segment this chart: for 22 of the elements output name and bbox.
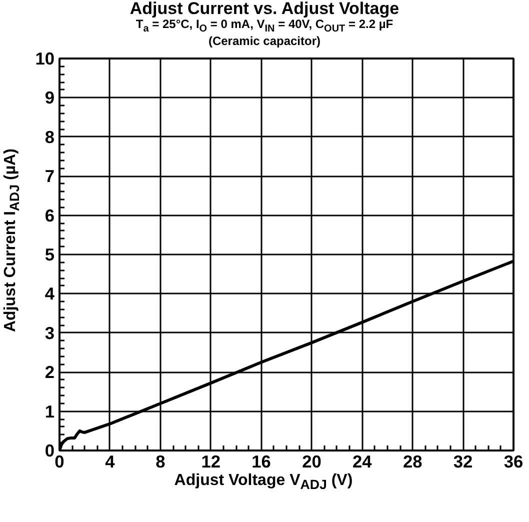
y-tick-label: 5 [44, 244, 55, 264]
x-tick-label: 8 [156, 452, 166, 472]
chart-title: Adjust Current vs. Adjust Voltage [128, 0, 400, 18]
y-tick-label: 1 [44, 401, 55, 422]
y-tick-label: 6 [44, 205, 55, 226]
y-tick-label: 2 [44, 362, 55, 382]
y-tick-label: 3 [44, 322, 55, 343]
x-axis-title: Adjust Voltage V$_{ADJ}$ (V) [173, 471, 354, 494]
y-tick-label: 10 [35, 48, 55, 68]
y-tick-label: 8 [44, 126, 55, 147]
x-tick-label: 4 [105, 452, 116, 472]
text: T$_{a}$ = 25°C, I$_{O}$ = 0 mA, V$_{IN}$ = 40V, C$_{OUT}$ = 2.2 µF (Ceramic capacitor) [136, 17, 394, 48]
x-tick-label: 12 [201, 452, 220, 472]
y-tick-label: 4 [44, 284, 55, 304]
x-tick-label: 36 [504, 452, 524, 472]
y-tick-label: 9 [44, 88, 55, 108]
x-tick-label: 24 [352, 452, 372, 472]
x-tick-label: 16 [252, 452, 272, 472]
x-tick-label: 20 [302, 452, 322, 472]
y-tick-label: 7 [44, 166, 55, 186]
x-tick-label: 32 [453, 452, 473, 472]
x-tick-label: 28 [402, 452, 423, 472]
